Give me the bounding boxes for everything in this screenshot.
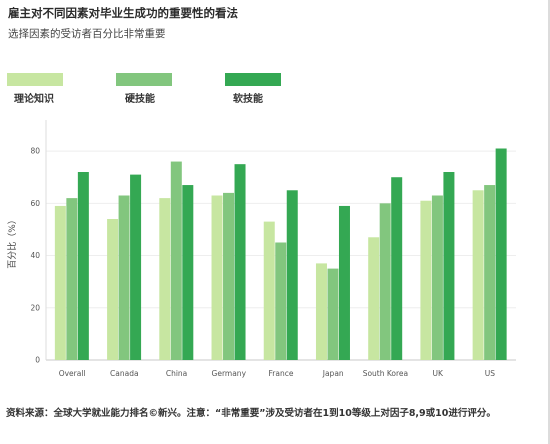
bar-overall-series-0: [54, 205, 66, 360]
bar-south-korea-series-2: [391, 177, 403, 360]
source-note: 资料来源：全球大学就业能力排名©新兴。注意：“非常重要”涉及受访者在1到10等级…: [6, 408, 496, 419]
x-tick-label: Canada: [110, 369, 139, 378]
y-tick-label: 60: [30, 199, 40, 208]
bar-canada-series-0: [107, 219, 119, 360]
x-tick-label: South Korea: [363, 369, 408, 378]
bar-china-series-1: [170, 161, 182, 360]
x-tick-label: US: [485, 369, 495, 378]
right-border: [548, 0, 550, 444]
bar-france-series-2: [286, 190, 298, 360]
y-tick-label: 0: [35, 356, 40, 365]
bar-japan-series-0: [315, 263, 327, 360]
bar-china-series-2: [182, 185, 194, 360]
x-tick-label: China: [166, 369, 187, 378]
legend-swatch-soft: [225, 73, 281, 86]
bar-france-series-1: [275, 242, 287, 360]
x-tick-label: Japan: [322, 369, 344, 378]
y-tick-label: 20: [30, 303, 40, 312]
bar-overall-series-2: [77, 172, 89, 360]
bar-canada-series-2: [130, 174, 142, 360]
legend-swatch-hard: [116, 73, 172, 86]
bar-south-korea-series-0: [368, 237, 380, 360]
bar-canada-series-1: [118, 195, 130, 360]
bar-south-korea-series-1: [379, 203, 391, 360]
legend-label-theory: 理论知识: [14, 94, 54, 105]
bar-us-series-1: [484, 185, 496, 360]
bars: [54, 148, 507, 360]
chart-subtitle: 选择因素的受访者百分比非常重要: [8, 28, 166, 40]
x-tick-labels: Overall Canada China Germany France Japan Sout…: [59, 369, 496, 378]
y-tick-label: 40: [30, 251, 40, 260]
y-tick-label: 80: [30, 147, 40, 156]
bar-japan-series-1: [327, 268, 339, 360]
bar-us-series-2: [495, 148, 507, 360]
bar-us-series-0: [472, 190, 484, 360]
bar-uk-series-2: [443, 172, 455, 360]
bar-france-series-0: [263, 221, 275, 360]
legend-swatch-theory: [7, 73, 63, 86]
bar-japan-series-2: [338, 205, 350, 360]
x-tick-label: Overall: [59, 369, 86, 378]
bar-china-series-0: [159, 198, 171, 360]
legend-label-soft: 软技能: [233, 94, 263, 105]
bar-germany-series-0: [211, 195, 223, 360]
bar-germany-series-2: [234, 164, 246, 360]
x-tick-label: France: [269, 369, 294, 378]
bar-germany-series-1: [223, 192, 235, 360]
bar-uk-series-1: [431, 195, 443, 360]
bar-overall-series-1: [66, 198, 78, 360]
y-axis-label: 百分比（%）: [6, 215, 18, 269]
bar-uk-series-0: [420, 200, 432, 360]
x-tick-label: UK: [432, 369, 443, 378]
legend-label-hard: 硬技能: [125, 94, 155, 105]
chart-title: 雇主对不同因素对毕业生成功的重要性的看法: [8, 6, 238, 20]
y-tick-labels: 0 20 40 60 80: [30, 147, 40, 365]
x-tick-label: Germany: [212, 369, 247, 378]
